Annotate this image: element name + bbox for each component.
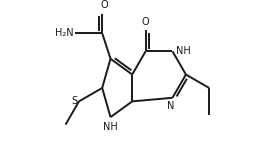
Text: NH: NH: [103, 122, 118, 132]
Text: NH: NH: [176, 46, 190, 56]
Text: O: O: [100, 0, 108, 10]
Text: H₂N: H₂N: [55, 28, 74, 38]
Text: S: S: [71, 96, 77, 106]
Text: O: O: [142, 17, 149, 27]
Text: N: N: [167, 101, 174, 111]
